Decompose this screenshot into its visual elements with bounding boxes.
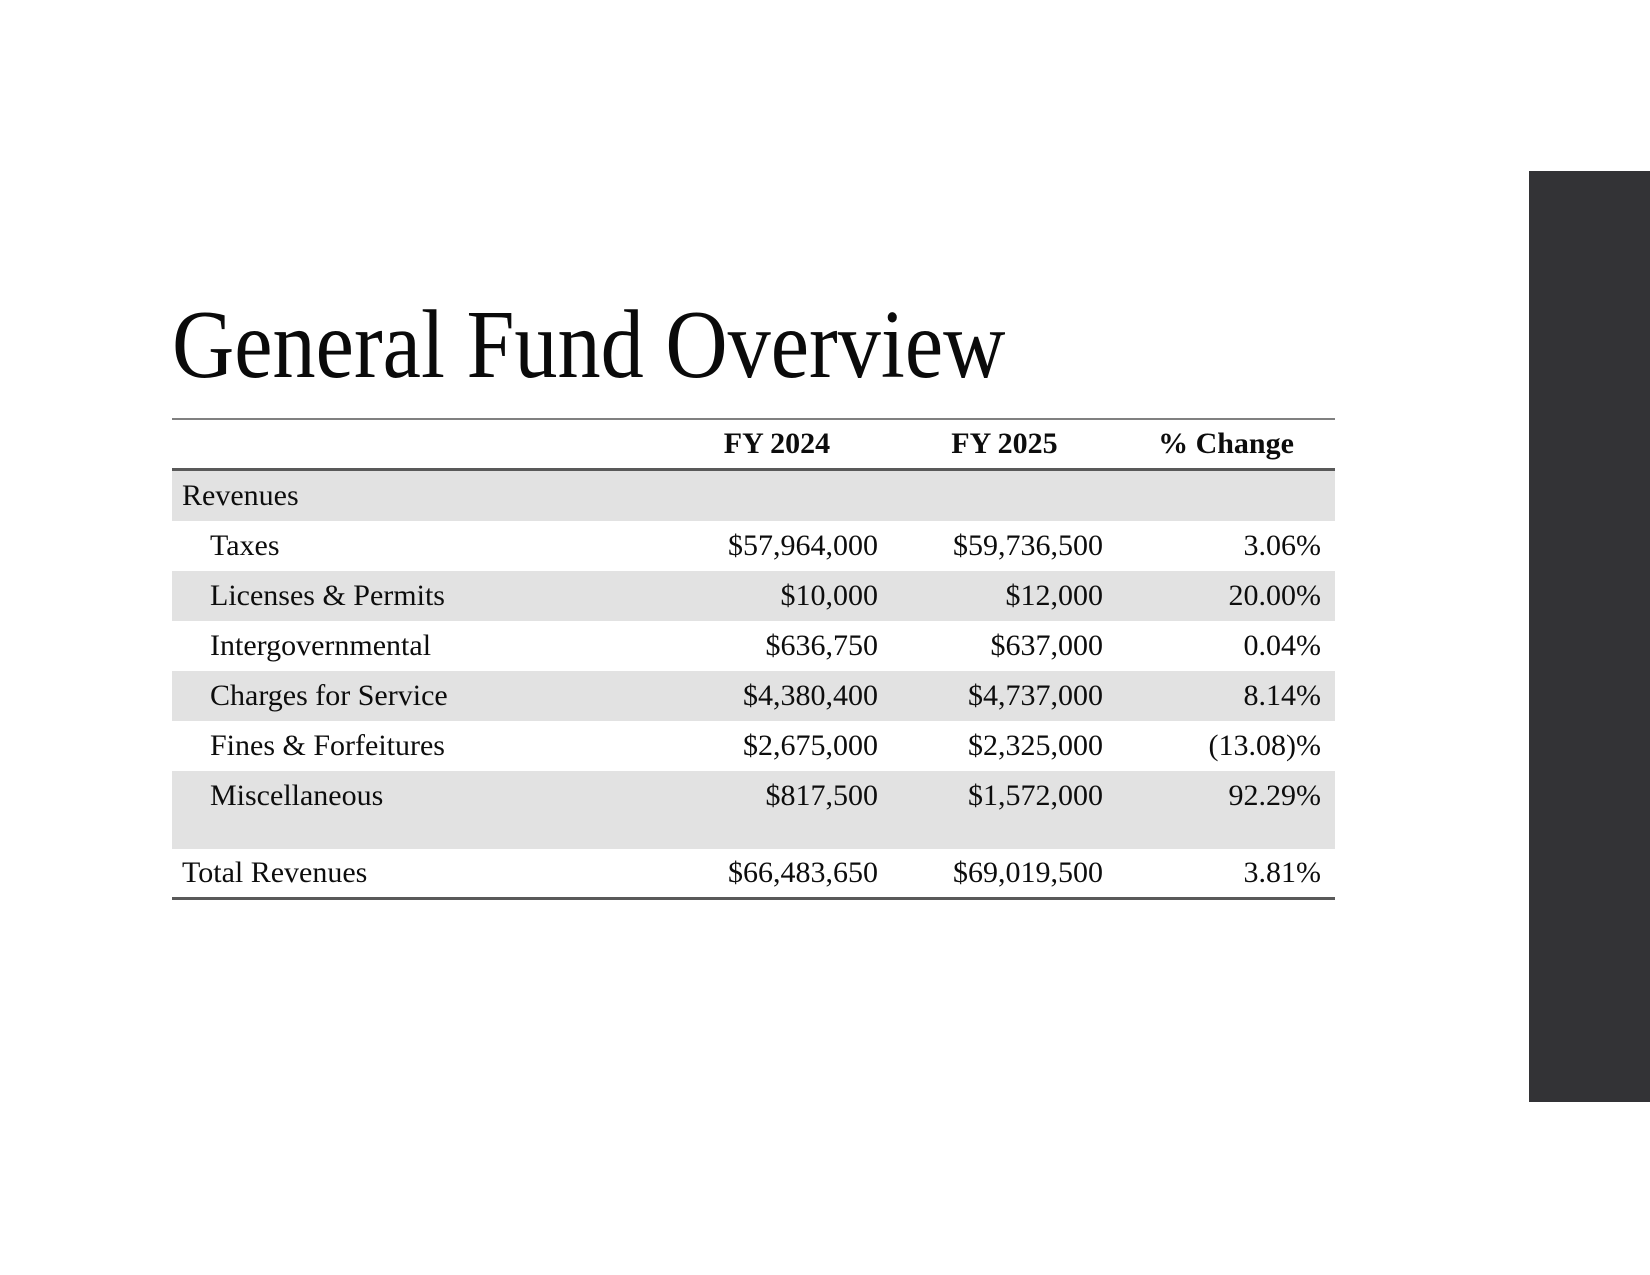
- table-row-taxes: Taxes $57,964,000 $59,736,500 3.06%: [172, 521, 1335, 571]
- page-title: General Fund Overview: [172, 296, 1119, 394]
- table-row-intergovernmental: Intergovernmental $636,750 $637,000 0.04…: [172, 621, 1335, 671]
- row-label: Charges for Service: [210, 679, 448, 712]
- table-row-miscellaneous: Miscellaneous $817,500 $1,572,000 92.29%: [172, 771, 1335, 849]
- col-header-fy2025: FY 2025: [951, 427, 1058, 460]
- empty-cell: [892, 471, 1117, 521]
- section-row-revenues: Revenues: [172, 471, 1335, 521]
- fy2025-value: $12,000: [1005, 579, 1104, 612]
- row-label: Taxes: [210, 529, 280, 562]
- change-value: 8.14%: [1243, 679, 1322, 712]
- page-title-text: General Fund Overview: [172, 291, 1006, 399]
- row-label: Licenses & Permits: [210, 579, 445, 612]
- fy2024-value: $636,750: [765, 629, 879, 662]
- total-fy2024-value: $66,483,650: [728, 856, 878, 889]
- table-header-row: FY 2024 FY 2025 % Change: [172, 420, 1335, 471]
- total-label: Total Revenues: [182, 856, 368, 889]
- fy2024-value: $57,964,000: [728, 529, 878, 562]
- fy2025-value: $2,325,000: [968, 729, 1103, 762]
- table-row-licenses-permits: Licenses & Permits $10,000 $12,000 20.00…: [172, 571, 1335, 621]
- empty-cell: [662, 471, 892, 521]
- section-label: Revenues: [182, 479, 299, 512]
- col-header-fy2024: FY 2024: [723, 427, 831, 460]
- general-fund-table: FY 2024 FY 2025 % Change Revenues Taxes …: [172, 418, 1335, 900]
- change-value: 3.06%: [1243, 529, 1322, 562]
- change-value: 20.00%: [1228, 579, 1322, 612]
- change-value: 0.04%: [1243, 629, 1322, 662]
- fy2024-value: $4,380,400: [743, 679, 878, 712]
- table-row-charges-for-service: Charges for Service $4,380,400 $4,737,00…: [172, 671, 1335, 721]
- fy2025-value: $59,736,500: [953, 529, 1103, 562]
- accent-sidebar: [1529, 171, 1650, 1102]
- change-value: (13.08)%: [1208, 729, 1321, 762]
- fy2024-value: $817,500: [765, 779, 879, 812]
- row-label: Miscellaneous: [210, 779, 384, 812]
- fy2024-value: $2,675,000: [743, 729, 878, 762]
- col-header-blank: [172, 420, 662, 468]
- fy2025-value: $4,737,000: [968, 679, 1103, 712]
- col-header-change: % Change: [1158, 427, 1294, 460]
- fy2024-value: $10,000: [780, 579, 879, 612]
- empty-cell: [1117, 471, 1335, 521]
- total-change-value: 3.81%: [1243, 856, 1322, 889]
- table-row-total-revenues: Total Revenues $66,483,650 $69,019,500 3…: [172, 849, 1335, 897]
- change-value: 92.29%: [1228, 779, 1322, 812]
- fy2025-value: $637,000: [990, 629, 1104, 662]
- total-fy2025-value: $69,019,500: [953, 856, 1103, 889]
- row-label: Intergovernmental: [210, 629, 432, 662]
- table-row-fines-forfeitures: Fines & Forfeitures $2,675,000 $2,325,00…: [172, 721, 1335, 771]
- row-label: Fines & Forfeitures: [210, 729, 445, 762]
- fy2025-value: $1,572,000: [968, 779, 1103, 812]
